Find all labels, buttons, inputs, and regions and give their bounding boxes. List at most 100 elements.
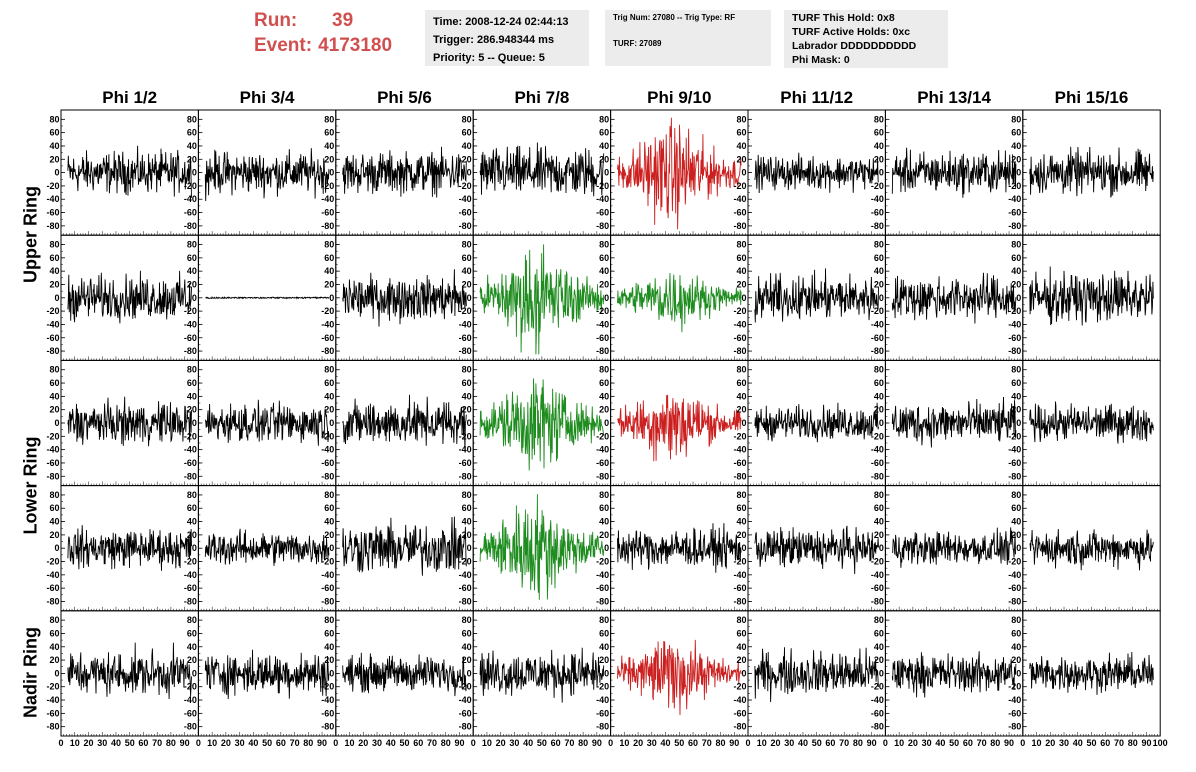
y-tick-label: -40 xyxy=(184,319,197,329)
waveform-trace xyxy=(891,272,1017,324)
waveform-panel: 80 60 40 20 0 -20 -40 -60 -80 xyxy=(184,234,337,361)
x-tick-label: 20 xyxy=(1045,738,1055,748)
x-tick-label: 90 xyxy=(180,738,190,748)
y-tick-label: 20 xyxy=(599,655,609,665)
y-tick-label: 60 xyxy=(49,628,59,638)
y-tick-label: 20 xyxy=(49,154,59,164)
waveform-panel: 80 60 40 20 0 -20 -40 -60 -80 xyxy=(1008,234,1161,361)
y-tick-label: 80 xyxy=(1011,365,1021,375)
waveform-trace xyxy=(617,639,742,716)
y-tick-label: -40 xyxy=(871,695,884,705)
y-tick-label: 80 xyxy=(736,240,746,250)
waveform-panel: 80 60 40 20 0 -20 -40 -60 -80 xyxy=(184,359,337,487)
y-tick-label: -40 xyxy=(321,319,334,329)
y-tick-label: -80 xyxy=(1008,346,1021,356)
waveform-panel: 80 60 40 20 0 -20 -40 -60 -80 xyxy=(321,109,474,236)
x-tick-label: 0 xyxy=(58,738,63,748)
y-tick-label: -20 xyxy=(321,557,334,567)
y-tick-label: 80 xyxy=(49,240,59,250)
y-tick-label: 0 xyxy=(1016,168,1021,178)
y-tick-label: 60 xyxy=(1011,253,1021,263)
y-tick-label: 60 xyxy=(187,503,197,513)
y-tick-label: -80 xyxy=(871,221,884,231)
run-value: 39 xyxy=(332,10,354,31)
x-tick-label: 100 xyxy=(1153,738,1168,748)
x-tick-label: 0 xyxy=(745,738,750,748)
waveform-trace xyxy=(891,147,1017,198)
y-tick-label: -60 xyxy=(733,583,746,593)
y-tick-label: 0 xyxy=(1016,668,1021,678)
y-tick-label: -40 xyxy=(596,319,609,329)
y-tick-label: 20 xyxy=(1011,405,1021,415)
waveform-trace xyxy=(891,527,1017,568)
y-tick-label: -20 xyxy=(321,431,334,441)
y-tick-label: -20 xyxy=(596,431,609,441)
y-tick-label: 20 xyxy=(874,530,884,540)
y-tick-label: -20 xyxy=(733,682,746,692)
x-tick-label: 50 xyxy=(1086,738,1096,748)
y-tick-label: -20 xyxy=(459,557,472,567)
panel-frame xyxy=(60,109,199,236)
x-tick-label: 60 xyxy=(825,738,835,748)
y-tick-label: 0 xyxy=(1016,418,1021,428)
y-tick-label: 80 xyxy=(599,114,609,124)
x-tick-label: 40 xyxy=(798,738,808,748)
y-tick-label: -60 xyxy=(321,208,334,218)
y-tick-label: -40 xyxy=(1008,319,1021,329)
y-tick-label: 80 xyxy=(599,615,609,625)
y-tick-label: -80 xyxy=(871,471,884,481)
y-tick-label: -60 xyxy=(596,708,609,718)
y-tick-label: 60 xyxy=(599,128,609,138)
y-tick-label: 60 xyxy=(187,253,197,263)
x-tick-label: 0 xyxy=(196,738,201,748)
phi-column-label: Phi 15/16 xyxy=(1054,88,1129,107)
y-tick-label: -20 xyxy=(596,181,609,191)
y-tick-label: 40 xyxy=(599,517,609,527)
y-tick-label: -60 xyxy=(596,333,609,343)
y-tick-label: -60 xyxy=(1008,708,1021,718)
y-tick-label: 40 xyxy=(49,266,59,276)
x-tick-label: 90 xyxy=(317,738,327,748)
waveform-trace xyxy=(617,272,742,333)
y-tick-label: -60 xyxy=(596,208,609,218)
y-tick-label: 60 xyxy=(736,253,746,263)
waveform-panel: 80 60 40 20 0 -20 -40 -60 -80 xyxy=(596,109,749,236)
x-tick-label: 30 xyxy=(1059,738,1069,748)
y-tick-label: -80 xyxy=(1008,722,1021,732)
y-tick-label: 40 xyxy=(324,517,334,527)
y-tick-label: 20 xyxy=(187,530,197,540)
y-tick-label: -20 xyxy=(871,306,884,316)
y-tick-label: -80 xyxy=(321,346,334,356)
y-tick-label: -40 xyxy=(46,194,59,204)
waveform-trace xyxy=(754,402,879,443)
y-tick-label: 20 xyxy=(49,279,59,289)
x-tick-label: 30 xyxy=(372,738,382,748)
y-tick-label: -80 xyxy=(184,471,197,481)
y-tick-label: -40 xyxy=(459,445,472,455)
y-tick-label: -20 xyxy=(733,181,746,191)
waveform-panel: 80 60 40 20 0 -20 -40 -60 -80 xyxy=(46,359,199,487)
y-tick-label: 60 xyxy=(187,128,197,138)
y-tick-label: -80 xyxy=(184,596,197,606)
y-tick-label: -40 xyxy=(733,445,746,455)
y-tick-label: -80 xyxy=(733,471,746,481)
x-tick-label: 30 xyxy=(922,738,932,748)
y-tick-label: 60 xyxy=(736,378,746,388)
waveform-trace xyxy=(1029,528,1154,571)
priority-text: Priority: 5 -- Queue: 5 xyxy=(433,52,545,64)
y-tick-label: -20 xyxy=(871,557,884,567)
y-tick-label: 60 xyxy=(736,128,746,138)
waveform-panel: 80 60 40 20 0 -20 -40 -60 -80 xyxy=(596,485,749,612)
y-tick-label: -80 xyxy=(596,471,609,481)
labrador-text: Labrador DDDDDDDDDD xyxy=(792,40,917,52)
x-tick-label: 30 xyxy=(647,738,657,748)
y-tick-label: 20 xyxy=(599,405,609,415)
y-tick-label: -40 xyxy=(1008,445,1021,455)
y-tick-label: 0 xyxy=(467,418,472,428)
y-tick-label: 20 xyxy=(462,405,472,415)
y-tick-label: -40 xyxy=(184,695,197,705)
x-tick-label: 50 xyxy=(262,738,272,748)
waveform-trace xyxy=(1029,146,1154,198)
y-tick-label: -20 xyxy=(1008,431,1021,441)
y-tick-label: -60 xyxy=(871,708,884,718)
